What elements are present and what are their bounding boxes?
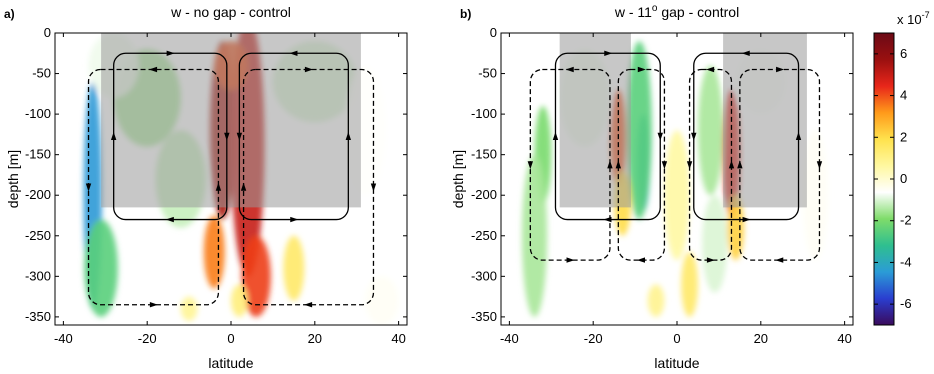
panel-a-circulation-arrow	[150, 302, 158, 307]
panel-a-ytick-label: -100	[25, 106, 51, 121]
panel-b-xtick-label: 20	[754, 331, 768, 346]
panel-a-field-cell	[204, 216, 225, 289]
panel-b-field-cell	[702, 195, 727, 292]
panel-b-circulation-arrow	[691, 133, 696, 141]
colorbar-tick-label: -6	[900, 296, 912, 311]
panel-b-field-cell	[648, 284, 665, 316]
panel-a-title: w - no gap - control	[170, 4, 291, 20]
panel-a-xtick-label: 0	[227, 331, 234, 346]
panel-a-circulation-arrow	[290, 217, 298, 222]
panel-a-field-cell	[84, 220, 118, 317]
panel-b-field-cell	[681, 252, 698, 317]
panel-a-shaded-region	[101, 33, 361, 207]
panel-a-ytick-label: -150	[25, 147, 51, 162]
panel-a-ytick-label: -50	[32, 66, 51, 81]
panel-b-ytick-label: -50	[478, 66, 497, 81]
panel-b-xtick-label: -20	[584, 331, 603, 346]
colorbar-tick-label: -4	[900, 254, 912, 269]
panel-b-ytick-label: -300	[471, 268, 497, 283]
colorbar-tick-label: 0	[900, 171, 907, 186]
panel-b-xtick-label: 0	[673, 331, 680, 346]
panel-b-circulation-arrow	[567, 257, 575, 262]
panel-b-ytick-label: -350	[471, 309, 497, 324]
panel-b-ytick-label: -150	[471, 147, 497, 162]
panel-b-letter: b)	[460, 7, 471, 21]
panel-b-title: w - 11o gap - control	[614, 3, 739, 20]
colorbar-exponent: -7	[922, 10, 930, 20]
panel-a-ytick-label: -250	[25, 228, 51, 243]
panel-b-circulation-arrow	[743, 217, 751, 222]
colorbar-exponent-label: x 10-7	[897, 10, 930, 27]
panel-b-ytick-label: -250	[471, 228, 497, 243]
panel-a-ytick-label: -350	[25, 309, 51, 324]
panel-a-field-cell	[283, 236, 304, 301]
panel-a-circulation-arrow	[304, 302, 312, 307]
panel-b-circulation-arrow	[553, 132, 558, 140]
panel-a: -40 -20 0 20 400-50-100-150-200-250-300-350 …	[4, 4, 407, 371]
panel-b-shaded-region	[560, 33, 631, 207]
panel-a-xtick-label: 20	[308, 331, 322, 346]
panel-b-xtick-label: 40	[837, 331, 851, 346]
panel-a-ytick-label: -300	[25, 268, 51, 283]
colorbar-tick-label: -2	[900, 213, 912, 228]
panel-b-field-cell	[664, 130, 689, 260]
colorbar-tick-label: 6	[900, 46, 907, 61]
panel-b-xlabel: latitude	[654, 355, 699, 371]
panel-b-title-main: w - 11	[614, 4, 652, 20]
colorbar-exponent-base: x 10	[897, 12, 922, 27]
panel-a-field-cell	[231, 284, 248, 316]
panel-a-field-cell	[181, 297, 198, 321]
panel-b-ylabel: depth [m]	[450, 150, 466, 208]
panel-b-title-suffix: gap - control	[657, 4, 739, 20]
panel-a-xlabel: latitude	[208, 355, 253, 371]
panel-b-xtick-label: -40	[500, 331, 519, 346]
panel-b-field-cell	[522, 155, 547, 317]
panel-b-ytick-label: -200	[471, 187, 497, 202]
panel-b-circulation-arrow	[637, 257, 645, 262]
panel-b: -40 -20 0 20 400-50-100-150-200-250-300-350 …	[450, 3, 853, 371]
panel-a-xtick-label: -40	[54, 331, 73, 346]
panel-b-ytick-label: 0	[490, 25, 497, 40]
panel-a-ytick-label: -200	[25, 187, 51, 202]
panel-a-letter: a)	[4, 7, 15, 21]
panel-a-xtick-label: 40	[391, 331, 405, 346]
panel-a-ylabel: depth [m]	[5, 150, 21, 208]
panel-b-shaded-region	[723, 33, 807, 207]
panel-b-field-cell	[698, 65, 723, 195]
panel-a-shaded-regions	[101, 33, 361, 207]
panel-a-xtick-label: -20	[138, 331, 157, 346]
colorbar-tick-label: 2	[900, 129, 907, 144]
panel-a-ytick-label: 0	[44, 25, 51, 40]
panel-b-circulation-arrow	[775, 257, 783, 262]
panel-b-ytick-label: -100	[471, 106, 497, 121]
panel-b-circulation-arrow	[658, 133, 663, 141]
colorbar-tick-label: 4	[900, 88, 907, 103]
colorbar: -6 -4 -2 0 2 4 6 x 10-7	[874, 10, 930, 325]
